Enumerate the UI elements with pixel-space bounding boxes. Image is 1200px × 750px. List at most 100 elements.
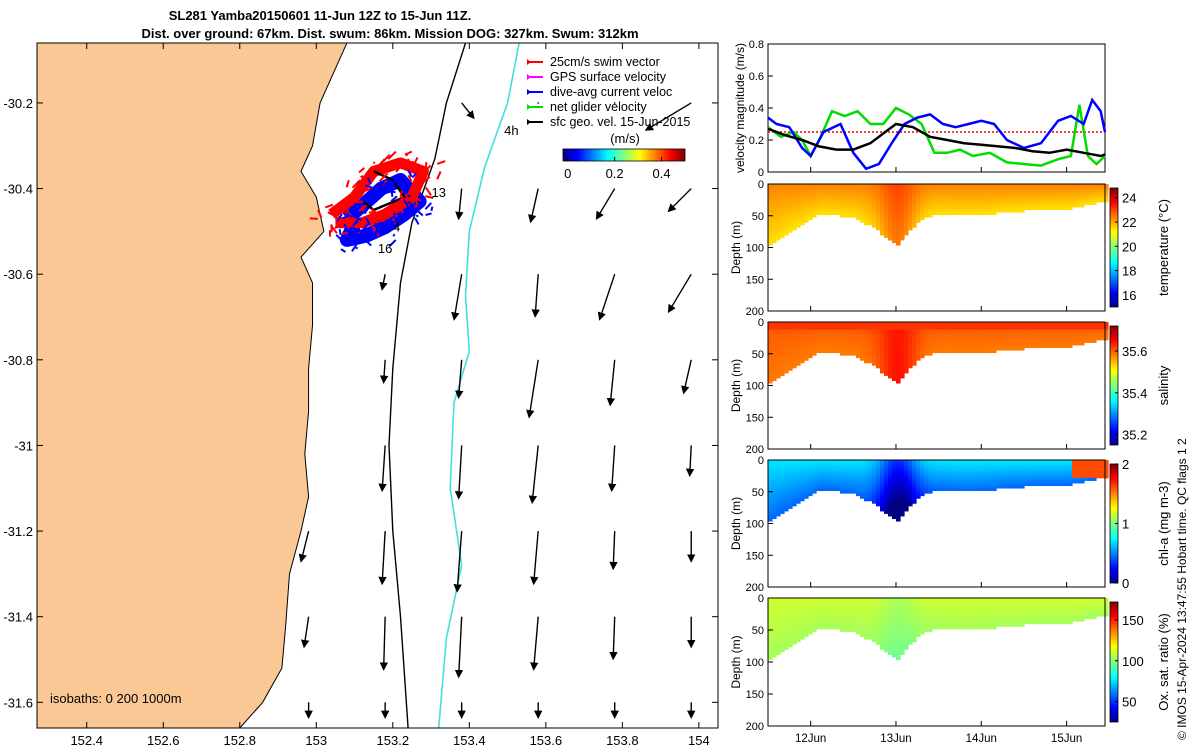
profile-cell — [908, 598, 913, 602]
profile-cell — [860, 211, 865, 216]
profile-cell — [952, 623, 957, 627]
profile-cell — [776, 232, 781, 236]
profile-cell — [1088, 339, 1093, 343]
profile-cell — [1004, 329, 1009, 333]
profile-cell — [1024, 206, 1029, 211]
profile-cell — [888, 628, 893, 632]
profile-cell — [1012, 342, 1017, 346]
profile-cell — [1008, 462, 1013, 466]
profile-cell — [1052, 329, 1057, 333]
profile-cell — [964, 623, 969, 627]
profile-cell — [980, 184, 985, 188]
profile-cell — [884, 623, 889, 627]
profile-cell — [884, 495, 889, 499]
profile-cell — [940, 487, 945, 492]
profile-cell — [976, 189, 981, 193]
profile-cell — [860, 628, 865, 632]
profile-cell — [956, 467, 961, 471]
profile-cell — [868, 337, 873, 341]
profile-cell — [1000, 191, 1005, 195]
profile-cell — [860, 623, 865, 627]
profile-cell — [828, 626, 833, 630]
profile-cell — [996, 334, 1001, 338]
profile-cell — [776, 365, 781, 369]
profile-cell — [900, 337, 905, 341]
profile-cell — [940, 467, 945, 471]
profile-y-tick-label: 0 — [758, 593, 764, 605]
profile-cell — [900, 360, 905, 364]
profile-cell — [808, 465, 813, 469]
profile-cell — [1056, 618, 1061, 622]
profile-cell — [828, 194, 833, 198]
profile-cell — [948, 327, 953, 331]
profile-cell — [992, 600, 997, 604]
profile-cell — [896, 191, 901, 195]
swim-vector — [386, 215, 389, 220]
profile-cell — [880, 472, 885, 476]
profile-cell — [1020, 623, 1025, 627]
profile-cell — [768, 626, 773, 630]
profile-cell — [932, 206, 937, 211]
profile-cell — [1052, 615, 1057, 620]
profile-cell — [908, 477, 913, 481]
profile-cell — [892, 357, 897, 361]
profile-cell — [896, 219, 901, 223]
profile-cell — [856, 467, 861, 471]
profile-cell — [824, 337, 829, 341]
profile-cell — [768, 370, 773, 374]
profile-cell — [1024, 600, 1029, 604]
profile-cell — [992, 201, 997, 205]
profile-cell — [896, 355, 901, 359]
profile-cell — [1008, 477, 1013, 481]
profile-cell — [864, 339, 869, 343]
profile-cell — [1012, 184, 1017, 188]
profile-cell — [856, 322, 861, 326]
profile-cell — [904, 646, 909, 650]
profile-cell — [908, 472, 913, 476]
profile-cell — [784, 339, 789, 343]
profile-cell — [1040, 189, 1045, 193]
profile-cell — [1096, 334, 1101, 338]
profile-cell — [896, 639, 901, 643]
profile-cell — [1088, 186, 1093, 190]
profile-cell — [824, 626, 829, 630]
profile-cell — [848, 487, 853, 492]
profile-cell — [812, 600, 817, 604]
profile-cell — [1056, 475, 1061, 479]
profile-cell — [796, 493, 801, 497]
profile-colorbar — [1109, 325, 1119, 446]
profile-cell — [984, 482, 989, 487]
profile-cell — [1104, 324, 1109, 328]
profile-cell — [856, 628, 861, 632]
profile-cell — [908, 610, 913, 614]
profile-cell — [892, 365, 897, 369]
profile-cell — [796, 329, 801, 333]
profile-cell — [972, 613, 977, 617]
profile-cell — [856, 598, 861, 602]
profile-cell — [868, 605, 873, 609]
profile-cell — [784, 342, 789, 346]
profile-cell — [824, 623, 829, 627]
profile-cell — [924, 329, 929, 333]
profile-cell — [968, 487, 973, 492]
profile-cell — [1048, 477, 1053, 481]
profile-cell — [808, 206, 813, 211]
profile-cell — [1056, 608, 1061, 612]
profile-cell — [820, 206, 825, 211]
profile-cell — [1088, 337, 1093, 341]
profile-cell — [868, 636, 873, 640]
profile-cell — [912, 186, 917, 190]
profile-cell — [900, 636, 905, 640]
profile-cell — [1036, 472, 1041, 476]
profile-cell — [792, 332, 797, 336]
profile-cell — [800, 214, 805, 218]
profile-cell — [972, 608, 977, 612]
profile-cell — [852, 189, 857, 193]
velocity-vector — [461, 102, 475, 120]
profile-cell — [796, 219, 801, 223]
profile-cell — [828, 344, 833, 349]
profile-cell — [812, 462, 817, 466]
velocity-vector — [454, 445, 464, 500]
profile-cell — [948, 485, 953, 489]
profile-cell — [904, 485, 909, 489]
